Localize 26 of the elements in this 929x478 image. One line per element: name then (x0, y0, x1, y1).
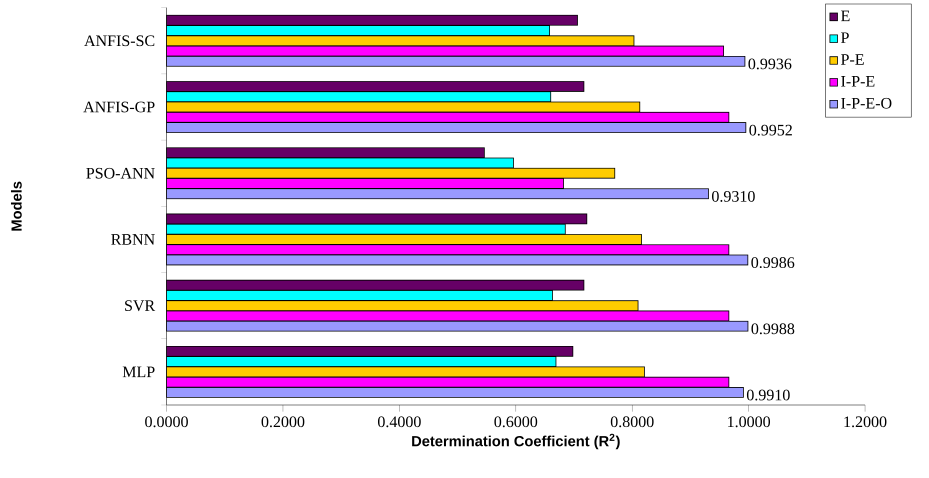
legend-label: P (841, 32, 849, 43)
data-label: 0.9310 (712, 190, 755, 202)
x-tick-label: 0.6000 (494, 416, 538, 428)
y-tick-label: SVR (125, 300, 156, 312)
legend-label: I-P-E (841, 76, 874, 87)
legend-label: P-E (841, 54, 864, 65)
data-label: 0.9910 (746, 390, 790, 400)
data-label: 0.9988 (751, 323, 794, 334)
data-label: 0.9952 (749, 124, 792, 136)
y-tick-label: ANFIS-SC (84, 35, 154, 46)
y-axis-title: Models (10, 182, 22, 231)
x-tick-label: 0.0000 (145, 416, 188, 428)
x-tick-label: 0.8000 (610, 416, 654, 428)
data-label: 0.9986 (751, 257, 794, 268)
x-tick-label: 1.0000 (728, 416, 770, 428)
data-label: 0.9936 (748, 58, 792, 70)
y-tick-label: PSO-ANN (86, 168, 155, 179)
x-tick-label: 0.2000 (262, 416, 304, 428)
y-tick-label: RBNN (111, 234, 155, 245)
x-axis-title: Determination Coefficient (R$^{2}$) (412, 434, 620, 450)
legend-label: E (841, 10, 850, 22)
y-tick-label: MLP (122, 366, 155, 378)
y-tick-label: ANFIS-GP (83, 102, 155, 112)
legend-label: I-P-E-O (841, 98, 892, 109)
x-tick-label: 1.2000 (844, 416, 886, 428)
x-tick-label: 0.4000 (378, 416, 421, 428)
